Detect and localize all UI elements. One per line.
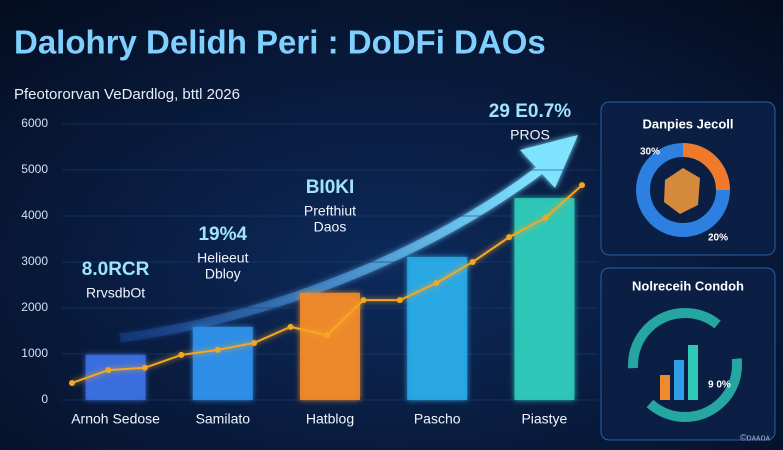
y-tick-label: 6000 [21,116,48,130]
y-tick-label: 2000 [21,300,48,314]
annotation-value: BI0KI [306,177,355,198]
annotation-label: PROS [510,127,550,143]
icon-bar [688,345,698,400]
bar [514,198,575,400]
annotation-label: RrvsdbOt [86,285,145,301]
donut-segment [682,143,730,191]
trend-point [324,332,330,339]
cycle-ring [628,308,742,422]
bar [85,354,146,400]
panel-title: Danpies Jecoll [642,116,733,131]
trend-point [542,214,549,221]
trend-point [178,351,185,358]
bar [407,256,468,400]
trend-point [105,367,112,374]
x-tick-label: Hatblog [306,411,354,427]
chart-title: Dalohry Delidh Peri : DoDFi DAOs [14,24,546,61]
trend-point [251,339,258,346]
trend-point [360,297,367,304]
y-tick-label: 5000 [21,162,48,176]
annotation-label: Daos [314,219,347,235]
trend-point [141,364,148,371]
chart-subtitle: Pfeotororvan VeDardlog, bttl 2026 [14,86,240,103]
trend-point [469,259,476,265]
panel-text: Danpies Jecoll 30% 20% Nolreceih Condoh … [632,116,744,390]
trend-point [433,280,440,287]
trend-point [396,297,403,304]
bar [300,292,360,400]
panel-label: 9 0% [708,380,731,391]
panel-label: 30% [640,147,660,158]
annotation-label: Dbloy [205,266,241,282]
panel-title: Nolreceih Condoh [632,278,744,293]
trend-point [506,234,513,241]
x-tick-label: Samilato [196,411,251,427]
annotation-label: Helieeut [197,250,248,266]
bar [192,326,253,400]
x-tick-label: Arnoh Sedose [71,411,160,427]
trend-arrow [119,166,543,343]
y-tick-label: 4000 [21,208,48,222]
trend-point [579,182,585,189]
annotation-value: 8.0RCR [82,259,150,280]
cube-icon [664,168,700,214]
icon-bar [660,375,670,400]
y-tick-label: 0 [41,392,48,406]
annotation-value: 19%4 [198,224,247,245]
trend-point [287,323,294,330]
icon-bar [674,360,684,400]
trend-point [214,346,221,353]
arrow-head [520,135,578,188]
watermark: ©ᴅᴀᴀᴏᴀ [740,432,771,442]
x-tick-label: Piastye [521,411,567,427]
trend-point [69,379,75,386]
annotation-label: Prefthiut [304,203,356,219]
y-tick-label: 3000 [21,254,48,268]
y-tick-label: 1000 [21,346,48,360]
panel-label: 20% [708,233,728,244]
annotation-value: 29 E0.7% [489,101,571,122]
x-tick-label: Pascho [414,411,461,427]
